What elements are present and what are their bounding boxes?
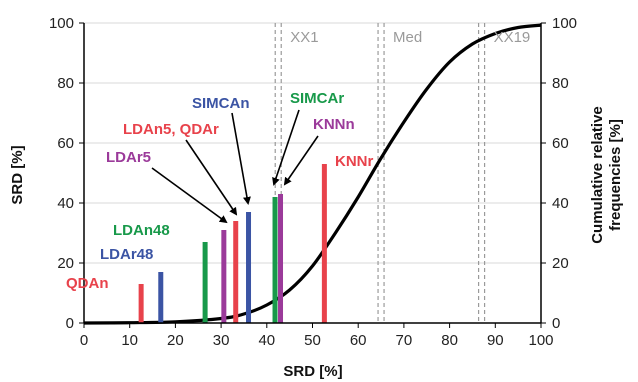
bar-ldan5-qdar [233, 221, 239, 323]
bar-ldar5 [221, 230, 227, 323]
x-axis-title: SRD [%] [283, 363, 342, 380]
y2-tick-label-20: 20 [552, 255, 569, 272]
bar-label-ldan48: LDAn48 [113, 222, 170, 239]
x-tick-label-70: 70 [396, 332, 413, 349]
bars [138, 164, 327, 323]
arrow-ldar5 [151, 167, 228, 224]
bar-label-knnn: KNNn [313, 116, 355, 133]
x-tick-label-80: 80 [441, 332, 458, 349]
bar-ldan48 [202, 242, 208, 323]
y-tick-label-60: 60 [57, 135, 74, 152]
bar-ldar48 [158, 272, 164, 323]
y2-tick-label-80: 80 [552, 75, 569, 92]
y2-axis-title-line2: frequencies [%] [607, 119, 624, 231]
x-tick-label-100: 100 [528, 332, 553, 349]
reference-label-xx19: XX19 [494, 29, 531, 46]
x-tick-label-30: 30 [213, 332, 230, 349]
x-tick-label-0: 0 [80, 332, 88, 349]
x-tick-label-50: 50 [304, 332, 321, 349]
reference-label-med: Med [393, 29, 422, 46]
x-tick-label-40: 40 [258, 332, 275, 349]
y2-tick-label-40: 40 [552, 195, 569, 212]
cumulative-curve-layer [83, 23, 542, 325]
annotation-arrows [151, 109, 319, 224]
bar-simcan [246, 212, 252, 323]
labels: XX1 Med XX19 SIMCAn LDAn5, QDAr LDAr5 LDAn48 LD… [49, 15, 577, 349]
y-tick-label-100: 100 [49, 15, 74, 32]
bar-knnr [321, 164, 327, 323]
arrow-knnn [283, 135, 319, 186]
bar-label-qdan: QDAn [66, 275, 109, 292]
bar-simcar [272, 197, 278, 323]
bar-knnn [278, 194, 284, 323]
reference-label-xx1: XX1 [290, 29, 318, 46]
y2-tick-label-100: 100 [552, 15, 577, 32]
x-tick-label-60: 60 [350, 332, 367, 349]
y-tick-label-40: 40 [57, 195, 74, 212]
axes [79, 22, 546, 328]
y-tick-label-0: 0 [66, 315, 74, 332]
bar-label-ldan5-qdar: LDAn5, QDAr [123, 121, 219, 138]
bar-label-knnr: KNNr [335, 153, 373, 170]
x-tick-label-90: 90 [487, 332, 504, 349]
bar-label-simcan: SIMCAn [192, 95, 250, 112]
cumulative-curve [83, 23, 542, 325]
bar-qdan [138, 284, 144, 323]
bar-label-simcar: SIMCAr [290, 90, 344, 107]
reference-lines [274, 23, 486, 323]
y-axis-title: SRD [%] [9, 145, 26, 204]
y2-axis-title-line1: Cumulative relative [589, 106, 606, 244]
x-tick-label-10: 10 [121, 332, 138, 349]
x-tick-label-20: 20 [167, 332, 184, 349]
arrow-ldan5-qdar [185, 139, 238, 216]
bar-label-ldar48: LDAr48 [100, 246, 153, 263]
y2-tick-label-60: 60 [552, 135, 569, 152]
y-tick-label-20: 20 [57, 255, 74, 272]
y2-tick-label-0: 0 [552, 315, 560, 332]
bar-label-ldar5: LDAr5 [106, 149, 151, 166]
arrow-simcan [231, 112, 251, 205]
y-tick-label-80: 80 [57, 75, 74, 92]
arrow-simcar [272, 109, 300, 186]
